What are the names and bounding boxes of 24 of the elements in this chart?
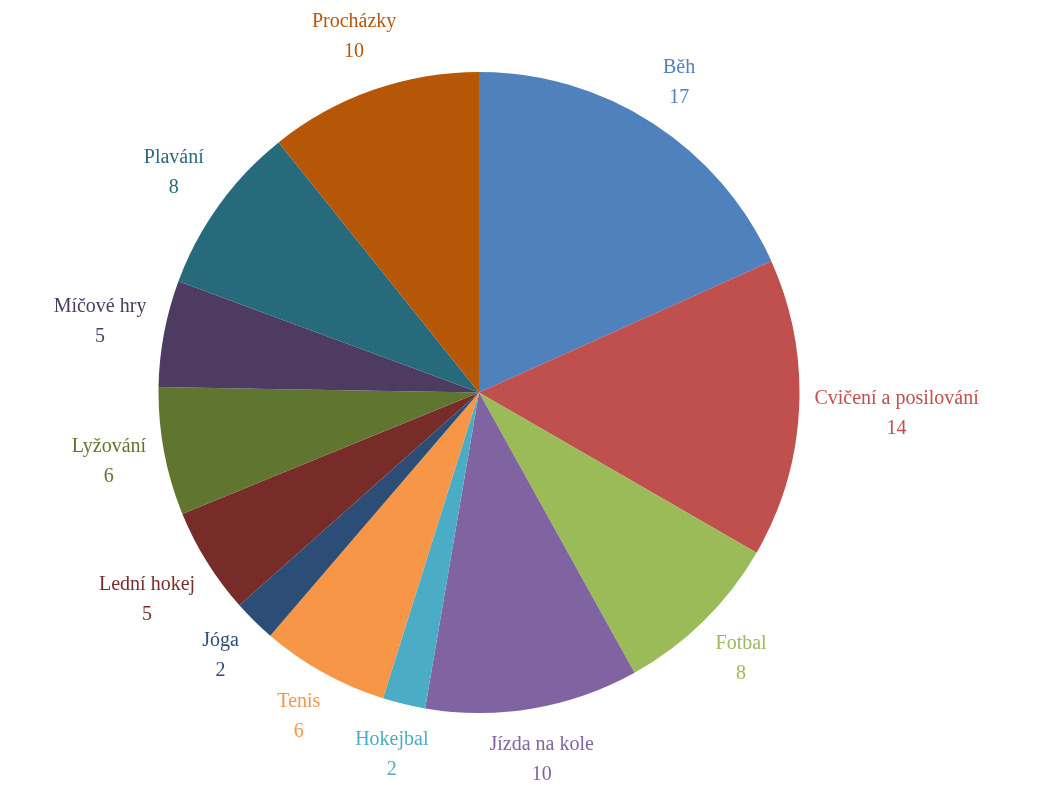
data-label: 6 [103, 464, 114, 487]
slice-label: Jóga [202, 627, 239, 651]
slice-label: Míčové hry [53, 293, 147, 317]
data-label: 8 [168, 174, 179, 197]
data-label: 14 [886, 415, 907, 438]
data-label: 2 [215, 657, 226, 680]
slice-label: Jízda na kole [489, 732, 594, 755]
data-label: 10 [531, 762, 552, 785]
data-label: 8 [736, 661, 747, 684]
slice-label: Plavání [143, 144, 205, 167]
data-label: 5 [95, 323, 106, 346]
data-label: 2 [386, 756, 397, 779]
slice-label: Fotbal [715, 631, 768, 654]
slice-label: Hokejbal [355, 726, 429, 750]
data-label: 17 [669, 85, 690, 108]
slice-label: Lední hokej [99, 571, 196, 595]
slice-label: Procházky [311, 9, 397, 33]
slice-label: Běh [663, 55, 696, 78]
slice-label: Cvičení a posilování [814, 385, 980, 409]
slice-label: Tenis [277, 689, 321, 712]
data-label: 5 [142, 601, 153, 624]
slice-label: Lyžování [71, 434, 147, 458]
data-label: 10 [344, 39, 365, 62]
data-label: 6 [293, 719, 304, 742]
